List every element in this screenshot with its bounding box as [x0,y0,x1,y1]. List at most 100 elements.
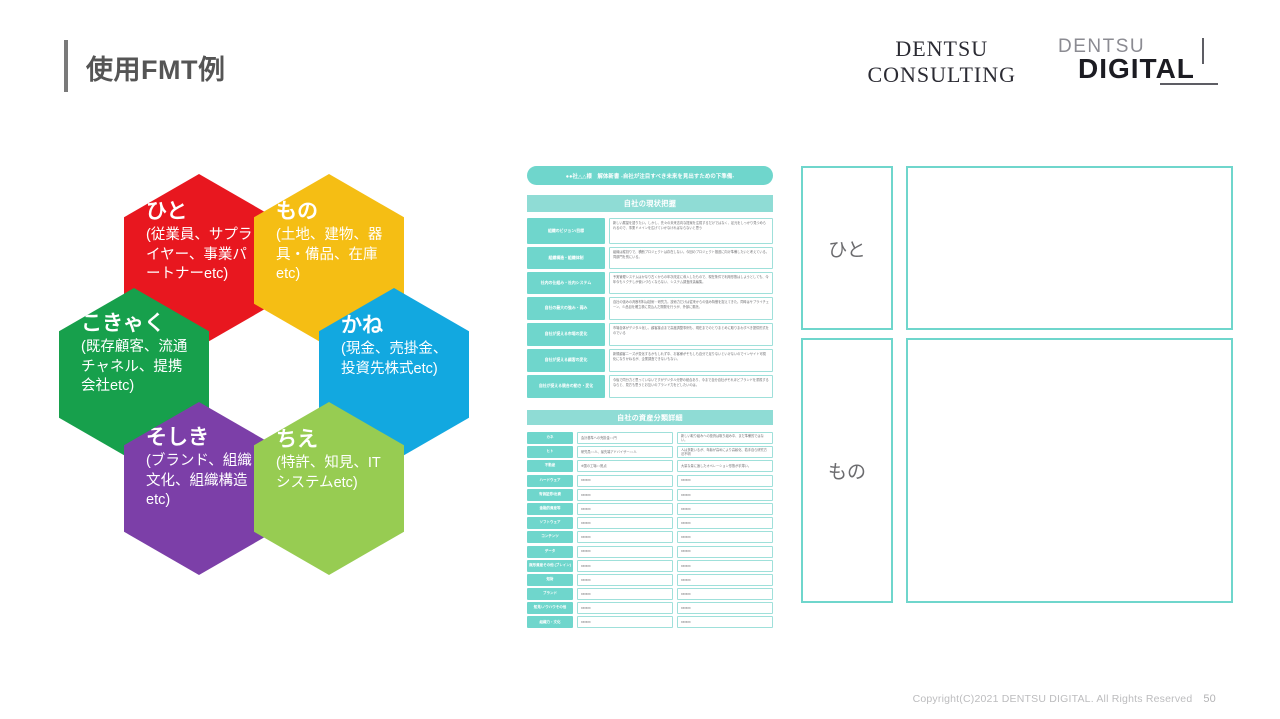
doc-preview-asset-cell: 会計基準への売掛金○○円 [577,432,673,444]
dentsu-digital-logo: DENTSU DIGITAL [1056,36,1218,92]
doc-preview-row-label: 組織のビジョン/目標 [527,218,605,244]
doc-preview-asset-cell: xxxxxx [677,502,773,515]
copyright-text: Copyright(C)2021 DENTSU DIGITAL. All Rig… [912,693,1193,705]
doc-preview-asset-cell: 新しい取り組みへの投資は取り組み中、まだ準備的ではない。 [677,432,773,444]
doc-preview-asset-row: 知見/ノウハウその他 xxxxxx xxxxxx [527,602,773,615]
doc-preview-asset-label: ソフトウェア [527,517,573,530]
hexagon-soshiki-title: そしき [146,426,209,449]
doc-preview-row: 自社の最大の強み・弱み 自社の強みの判断材料は技術・研究力。技術力だけは従来からの… [527,297,773,320]
doc-preview-asset-cell: xxxxxx [577,616,673,629]
doc-preview-asset-label: 無形資産その他 (ブレイン) [527,559,573,572]
doc-preview-asset-cell: xxxxxx [677,559,773,572]
doc-preview-row-body: 今後で同分力と思っていないですがデジタル分野の統合あり、今まで自分自社がそれほど… [609,375,773,398]
doc-preview-asset-row: データ xxxxxx xxxxxx [527,545,773,558]
dentsu-digital-logo-top: DENTSU [1058,36,1146,57]
hexagon-hito-desc: (従業員、サプライヤー、事業パートナーetc) [146,227,253,282]
doc-preview-section1-table: 組織のビジョン/目標 新しい展望を語りたい。しかし、先々の未来志向な提案を注視する… [527,218,773,398]
doc-preview-asset-label: データ [527,545,573,558]
doc-preview-row: 組織構造・組織体制 組織は縦割りで、横断プロジェクトは存在しない。今回のプロジェク… [527,247,773,269]
doc-preview-asset-label: 金融的資産等 [527,502,573,515]
hexagon-kane-desc: (現金、売掛金、投資先株式etc) [341,341,448,377]
doc-preview-asset-label: カネ [527,432,573,444]
doc-preview-row-label: 自社が捉える競合の動き・変化 [527,375,605,398]
hexagon-soshiki-desc: (ブランド、組織文化、組織構造etc) [146,453,252,508]
hexagon-kokyaku-title: こきゃく [81,312,165,335]
doc-preview-asset-row: ソフトウェア xxxxxx xxxxxx [527,517,773,530]
doc-preview-row-body: 自社の強みの判断材料は技術・研究力。技術力だけは従来からの強み特徴を捉えてきた。… [609,297,773,320]
asset-category-hexagon-cluster: ひと (従業員、サプライヤー、事業パートナーetc) もの (土地、建物、器具・… [36,170,476,610]
hexagon-kokyaku-desc: (既存顧客、流通チャネル、提携会社etc) [81,339,188,394]
doc-preview-asset-label: 有価証券/出資 [527,488,573,501]
doc-preview-asset-row: 知財 xxxxxx xxxxxx [527,573,773,586]
page-number: 50 [1203,693,1216,705]
doc-preview-asset-label: 組織力・文化 [527,616,573,629]
doc-preview-row: 自社が捉える市場の変化 市場自体がデジタル化し、顧客接点まで高度調整事例も、現在ま… [527,323,773,346]
doc-preview-asset-label: コンテンツ [527,531,573,544]
fmt-form-panel: ひと もの [801,166,1233,603]
doc-preview-asset-cell: xxxxxx [577,488,673,501]
hexagon-kane-title: かね [341,314,383,337]
doc-preview-section1-title: 自社の現状把握 [527,195,773,212]
fmt-form-label-mono: もの [801,338,893,603]
hexagon-hito-title: ひと [146,200,188,223]
doc-preview-asset-cell: xxxxxx [577,517,673,530]
doc-preview-asset-cell: xxxxxx [577,545,673,558]
doc-preview-row-label: 自社が捉える顧客の変化 [527,349,605,372]
slide-footer: Copyright(C)2021 DENTSU DIGITAL. All Rig… [913,693,1216,705]
doc-preview-asset-cell: xxxxxx [677,474,773,487]
doc-preview-asset-cell: 大量な量に適したオペレーション形態が手薄い。 [677,460,773,473]
doc-preview-asset-label: 不動産 [527,460,573,473]
dentsu-consulting-logo-line2: CONSULTING [867,61,1016,87]
fmt-form-content-hito[interactable] [906,166,1233,330]
doc-preview-asset-cell: xxxxxx [577,588,673,601]
dentsu-digital-logo-vertical-rule [1202,38,1204,64]
doc-preview-row-body: 新規顧客ニーズが変化するかもしれず中、お客様がそもしも自分で足りないといけないの… [609,349,773,372]
doc-preview-asset-row: 不動産 ※国の工場○○拠点 大量な量に適したオペレーション形態が手薄い。 [527,460,773,473]
fmt-form-label-hito: ひと [801,166,893,330]
doc-preview-asset-label: 知見/ノウハウその他 [527,602,573,615]
doc-preview-section2-table: カネ 会計基準への売掛金○○円 新しい取り組みへの投資は取り組み中、まだ準備的ではな… [527,432,773,629]
page-title: 使用FMT例 [86,55,226,85]
doc-preview-asset-row: コンテンツ xxxxxx xxxxxx [527,531,773,544]
hexagon-kokyaku[interactable]: こきゃく (既存顧客、流通チャネル、提携会社etc) [59,288,209,461]
doc-preview-asset-cell: xxxxxx [677,517,773,530]
doc-preview-asset-cell: xxxxxx [677,602,773,615]
doc-preview-asset-cell: xxxxxx [577,602,673,615]
dentsu-consulting-logo-line1: DENTSU [895,36,989,61]
doc-preview-row-body: 予実管理システムはかなり古くからの年次改定に導入したもので、現在条件で利用形態は… [609,272,773,294]
slide-header: 使用FMT例 DENTSU CONSULTING DENTSU DIGITAL [0,0,1280,120]
dentsu-digital-logo-horizontal-rule [1160,83,1218,85]
doc-preview-row-label: 社内の仕組み・社内システム [527,272,605,294]
doc-preview-asset-cell: ※国の工場○○拠点 [577,460,673,473]
doc-preview-row: 社内の仕組み・社内システム 予実管理システムはかなり古くからの年次改定に導入したも… [527,272,773,294]
doc-preview-asset-row: ブランド xxxxxx xxxxxx [527,588,773,601]
doc-preview-asset-label: ハードウェア [527,474,573,487]
logo-group: DENTSU CONSULTING DENTSU DIGITAL [867,36,1218,92]
doc-preview-asset-cell: xxxxxx [577,502,673,515]
dentsu-consulting-logo: DENTSU CONSULTING [867,36,1016,88]
doc-preview-asset-cell: 人は多数いるが、年齢が高めにより高齢化、若手自ら研究方法不明 [677,446,773,459]
doc-preview-asset-row: 金融的資産等 xxxxxx xxxxxx [527,502,773,515]
doc-preview-row-body: 組織は縦割りで、横断プロジェクトは存在しない。今回のプロジェクト推進に向け準備し… [609,247,773,269]
title-accent-bar [64,40,68,92]
doc-preview-asset-label: ブランド [527,588,573,601]
doc-preview-asset-row: 有価証券/出資 xxxxxx xxxxxx [527,488,773,501]
hexagon-chie-desc: (特許、知見、ITシステムetc) [276,455,381,491]
doc-preview-asset-cell: xxxxxx [577,559,673,572]
doc-preview-asset-cell: xxxxxx [677,488,773,501]
doc-preview-asset-cell: xxxxxx [677,545,773,558]
document-preview-thumbnail[interactable]: ●●社△△様 解体新書 -自社が注目すべき未来を見出すための下準備- 自社の現状… [527,166,773,629]
doc-preview-row-body: 市場自体がデジタル化し、顧客接点まで高度調整事例も、現在までのとりまとめに取りま… [609,323,773,346]
doc-preview-asset-cell: xxxxxx [577,474,673,487]
doc-preview-asset-cell: xxxxxx [577,531,673,544]
doc-preview-asset-label: 知財 [527,573,573,586]
doc-preview-row-label: 自社の最大の強み・弱み [527,297,605,320]
fmt-form-content-mono[interactable] [906,338,1233,603]
doc-preview-asset-cell: xxxxxx [577,573,673,586]
dentsu-digital-logo-bottom: DIGITAL [1078,53,1195,84]
doc-preview-asset-cell: xxxxxx [677,573,773,586]
doc-preview-asset-row: ヒト 研究員○○人、最先端アドバイザー○○人 人は多数いるが、年齢が高めにより高齢化… [527,446,773,459]
hexagon-mono-title: もの [276,200,318,223]
doc-preview-asset-row: カネ 会計基準への売掛金○○円 新しい取り組みへの投資は取り組み中、まだ準備的ではな… [527,432,773,444]
fmt-form-row-hito: ひと [801,166,1233,330]
